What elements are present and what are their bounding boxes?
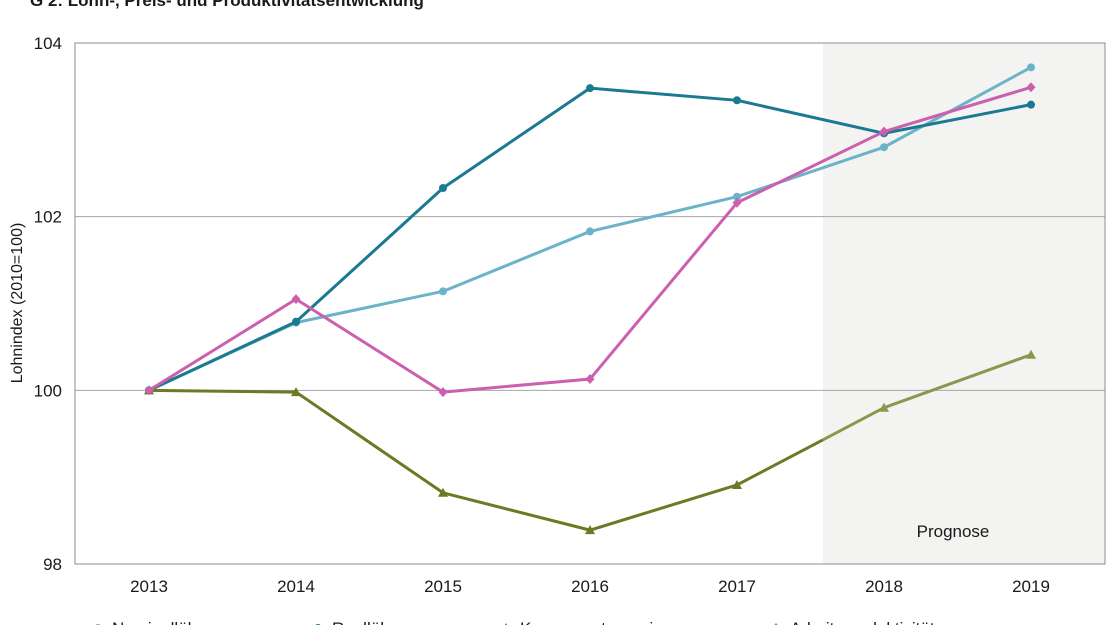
legend-item-realloehne: Reallöhne xyxy=(315,619,409,625)
data-point-konsumentenpreise xyxy=(291,387,301,397)
data-point-realloehne xyxy=(733,96,741,105)
data-point-nominalloehne xyxy=(586,227,594,236)
legend-label-realloehne: Reallöhne xyxy=(332,619,409,625)
x-tick-label: 2019 xyxy=(1012,577,1050,596)
legend-item-nominalloehne: Nominallöhne xyxy=(95,619,216,625)
data-point-arbeitsproduktivitaet xyxy=(291,294,301,305)
data-point-nominalloehne xyxy=(880,143,888,152)
data-point-arbeitsproduktivitaet xyxy=(585,374,595,385)
y-tick-label: 104 xyxy=(34,34,62,53)
data-point-realloehne xyxy=(439,184,447,193)
y-axis-ticks: 98 100 102 104 xyxy=(34,34,62,574)
y-axis-label: Lohnindex (2010=100) xyxy=(9,223,26,384)
y-tick-label: 102 xyxy=(34,208,62,227)
x-tick-label: 2017 xyxy=(718,577,756,596)
forecast-region xyxy=(823,43,1105,564)
legend-item-konsumentenpreise: Konsumentenpreise xyxy=(504,619,671,625)
data-point-arbeitsproduktivitaet xyxy=(1026,82,1036,93)
data-point-arbeitsproduktivitaet xyxy=(144,385,154,396)
forecast-label: Prognose xyxy=(917,522,990,541)
data-point-nominalloehne xyxy=(1027,63,1035,72)
data-point-realloehne xyxy=(586,84,594,93)
data-point-konsumentenpreise xyxy=(732,479,742,489)
series-arbeitsproduktivitaet xyxy=(144,82,1036,398)
x-tick-label: 2015 xyxy=(424,577,462,596)
x-tick-label: 2018 xyxy=(865,577,903,596)
data-point-realloehne xyxy=(1027,100,1035,109)
legend-label-arbeitsproduktivitaet: Arbeitsproduktivität xyxy=(790,619,935,625)
data-point-konsumentenpreise xyxy=(879,402,889,412)
plot-frame xyxy=(74,42,1106,565)
series-konsumentenpreise xyxy=(144,349,1036,535)
legend-label-konsumentenpreise: Konsumentenpreise xyxy=(520,619,671,625)
data-point-konsumentenpreise xyxy=(1026,349,1036,359)
data-point-arbeitsproduktivitaet xyxy=(438,387,448,398)
series-layer xyxy=(144,63,1036,535)
data-point-arbeitsproduktivitaet xyxy=(732,197,742,208)
x-tick-label: 2016 xyxy=(571,577,609,596)
series-line-konsumentenpreise xyxy=(148,388,824,532)
data-point-nominalloehne xyxy=(439,287,447,296)
data-point-konsumentenpreise xyxy=(585,525,595,535)
x-tick-label: 2014 xyxy=(277,577,315,596)
x-tick-label: 2013 xyxy=(130,577,168,596)
y-tick-label: 100 xyxy=(34,381,62,400)
legend-item-arbeitsproduktivitaet: Arbeitsproduktivität xyxy=(774,619,935,625)
data-point-nominalloehne xyxy=(733,192,741,201)
data-point-arbeitsproduktivitaet xyxy=(879,126,889,137)
data-point-konsumentenpreise xyxy=(438,487,448,497)
chart-title: G 2: Lohn-, Preis- und Produktivitätsent… xyxy=(30,0,424,10)
x-axis-ticks: 2013 2014 2015 2016 2017 2018 2019 xyxy=(130,577,1050,596)
legend-label-nominalloehne: Nominallöhne xyxy=(112,619,216,625)
y-tick-label: 98 xyxy=(43,555,62,574)
data-point-realloehne xyxy=(292,317,300,326)
legend: Nominallöhne Reallöhne Konsumentenpreise Ar… xyxy=(95,619,935,625)
